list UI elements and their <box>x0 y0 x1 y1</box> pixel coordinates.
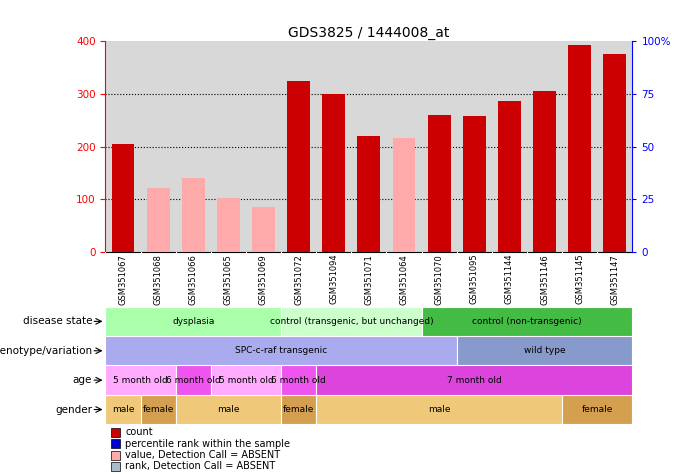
Bar <box>281 395 316 424</box>
Bar <box>603 55 626 252</box>
Text: GSM351070: GSM351070 <box>435 254 443 305</box>
Bar <box>392 138 415 252</box>
Bar <box>105 395 141 424</box>
Text: GSM351064: GSM351064 <box>400 254 409 305</box>
Text: control (transgenic, but unchanged): control (transgenic, but unchanged) <box>269 317 433 326</box>
Text: GSM351067: GSM351067 <box>118 254 127 305</box>
Text: GSM351068: GSM351068 <box>154 254 163 305</box>
Title: GDS3825 / 1444008_at: GDS3825 / 1444008_at <box>288 26 449 40</box>
Text: gender: gender <box>55 404 92 415</box>
Bar <box>457 336 632 365</box>
Bar <box>112 144 135 252</box>
Text: male: male <box>428 405 450 414</box>
Text: GSM351066: GSM351066 <box>189 254 198 305</box>
Text: 7 month old: 7 month old <box>447 376 502 384</box>
Bar <box>147 188 169 252</box>
Bar <box>175 395 281 424</box>
Text: GSM351071: GSM351071 <box>364 254 373 305</box>
Bar <box>105 336 457 365</box>
Text: dysplasia: dysplasia <box>172 317 214 326</box>
Bar <box>498 101 521 252</box>
Bar <box>217 198 240 252</box>
Bar <box>105 365 175 395</box>
Bar <box>105 307 281 336</box>
Text: 6 month old: 6 month old <box>166 376 220 384</box>
Bar <box>533 91 556 252</box>
Bar <box>182 178 205 252</box>
Bar <box>141 395 175 424</box>
Text: control (non-transgenic): control (non-transgenic) <box>472 317 582 326</box>
Text: SPC-c-raf transgenic: SPC-c-raf transgenic <box>235 346 327 355</box>
Bar <box>175 365 211 395</box>
Text: 6 month old: 6 month old <box>271 376 326 384</box>
Text: rank, Detection Call = ABSENT: rank, Detection Call = ABSENT <box>125 461 275 471</box>
Text: GSM351072: GSM351072 <box>294 254 303 305</box>
Text: female: female <box>142 405 174 414</box>
Text: age: age <box>73 375 92 385</box>
Bar <box>287 81 310 252</box>
Bar <box>211 365 281 395</box>
Bar <box>111 439 120 448</box>
Text: GSM351094: GSM351094 <box>329 254 338 304</box>
Bar <box>422 307 632 336</box>
Bar <box>428 115 451 252</box>
Bar <box>316 395 562 424</box>
Bar <box>562 395 632 424</box>
Bar <box>281 365 316 395</box>
Text: GSM351095: GSM351095 <box>470 254 479 304</box>
Bar <box>316 365 632 395</box>
Text: 5 month old: 5 month old <box>113 376 168 384</box>
Text: GSM351144: GSM351144 <box>505 254 514 304</box>
Text: percentile rank within the sample: percentile rank within the sample <box>125 439 290 449</box>
Text: genotype/variation: genotype/variation <box>0 346 92 356</box>
Bar <box>463 116 486 252</box>
Bar <box>111 462 120 471</box>
Bar <box>252 207 275 252</box>
Bar <box>322 94 345 252</box>
Text: disease state: disease state <box>22 316 92 327</box>
Text: count: count <box>125 427 153 437</box>
Text: wild type: wild type <box>524 346 565 355</box>
Bar <box>281 307 422 336</box>
Text: male: male <box>217 405 239 414</box>
Text: male: male <box>112 405 134 414</box>
Text: value, Detection Call = ABSENT: value, Detection Call = ABSENT <box>125 450 281 460</box>
Text: 5 month old: 5 month old <box>218 376 273 384</box>
Text: female: female <box>283 405 314 414</box>
Text: GSM351069: GSM351069 <box>259 254 268 305</box>
Text: female: female <box>581 405 613 414</box>
Text: GSM351065: GSM351065 <box>224 254 233 305</box>
Bar <box>111 428 120 437</box>
Text: GSM351146: GSM351146 <box>540 254 549 305</box>
Bar <box>568 45 591 252</box>
Bar <box>111 451 120 460</box>
Bar <box>358 136 380 252</box>
Text: GSM351145: GSM351145 <box>575 254 584 304</box>
Text: GSM351147: GSM351147 <box>611 254 619 305</box>
